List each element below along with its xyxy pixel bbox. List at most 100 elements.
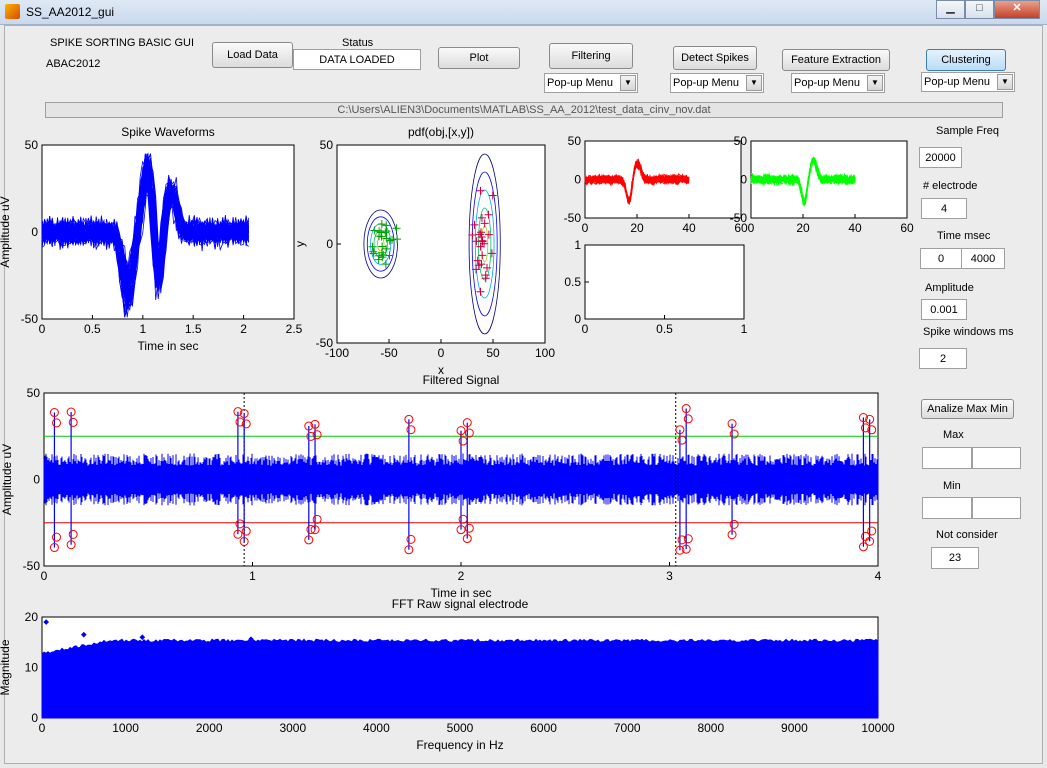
- feature-popup[interactable]: Pop-up Menu ▼: [791, 73, 885, 93]
- spike-peak: [66, 407, 76, 417]
- cluster-point: [382, 227, 391, 236]
- minimize-button[interactable]: ▁: [936, 0, 965, 19]
- x-tick-label: 60: [734, 221, 748, 235]
- feature-extraction-button[interactable]: Feature Extraction: [782, 49, 890, 71]
- spike-trough: [456, 525, 466, 535]
- cluster-point: [468, 231, 477, 240]
- y-tick-label: -50: [316, 336, 334, 350]
- y-tick-label: 1: [574, 238, 581, 252]
- spike-peak: [456, 426, 466, 436]
- x-tick-label: 6000: [530, 721, 557, 735]
- close-button[interactable]: ✕: [994, 0, 1040, 19]
- density-contour: [363, 209, 398, 279]
- spike-peak: [858, 413, 868, 423]
- x-tick-label: 0.5: [84, 322, 101, 336]
- matlab-icon: [5, 4, 20, 19]
- cluster-point: [368, 242, 377, 251]
- x-tick-label: 9000: [781, 721, 808, 735]
- cluster-point: [382, 234, 391, 243]
- y-tick-label: 0: [31, 225, 38, 239]
- y-tick-label: 0: [33, 473, 40, 487]
- clustering-button[interactable]: Clustering: [926, 49, 1006, 71]
- cluster-point: [377, 220, 386, 229]
- detect-popup[interactable]: Pop-up Menu ▼: [670, 73, 764, 93]
- cluster-point: [478, 237, 487, 246]
- cluster-point: [483, 263, 492, 272]
- max-input-b[interactable]: [972, 447, 1021, 469]
- cluster-point: [393, 235, 402, 244]
- y-tick-label: 50: [25, 138, 39, 152]
- spike-peak: [312, 430, 322, 440]
- spike-trough: [867, 526, 877, 536]
- cluster-point: [369, 249, 378, 258]
- dropdown-arrow-icon[interactable]: ▼: [746, 75, 762, 91]
- spike-peak: [239, 409, 249, 419]
- x-tick-label: 1.5: [185, 322, 202, 336]
- x-tick-label: -100: [325, 346, 349, 360]
- x-tick-label: 0.5: [656, 322, 673, 336]
- min-input-b[interactable]: [972, 497, 1021, 519]
- spike-trough: [233, 529, 243, 539]
- cluster-waveform: [750, 158, 856, 205]
- filtering-popup[interactable]: Pop-up Menu ▼: [544, 73, 638, 93]
- y-tick-label: 10: [25, 661, 39, 675]
- x-tick-label: 7000: [614, 721, 641, 735]
- waveform-trace: [41, 164, 249, 306]
- spike-peak: [462, 418, 472, 428]
- not-consider-input[interactable]: 23: [931, 547, 979, 569]
- status-field: DATA LOADED: [293, 49, 421, 70]
- spike-trough: [858, 542, 868, 552]
- electrode-input[interactable]: 4: [921, 198, 967, 219]
- analize-max-min-button[interactable]: Analize Max Min: [921, 399, 1014, 419]
- cluster-waveform: [750, 156, 856, 204]
- chart-6: 0 1000 2000 3000 4000 5000 6000 7000 8000 9000 100…: [0, 597, 895, 752]
- amplitude-input[interactable]: 0.001: [921, 299, 967, 320]
- spike-trough: [49, 543, 59, 553]
- cluster-waveform: [584, 161, 690, 202]
- dropdown-arrow-icon[interactable]: ▼: [997, 74, 1013, 90]
- waveform-trace: [41, 174, 249, 296]
- waveform-trace: [41, 169, 249, 285]
- spike-trough: [406, 534, 416, 544]
- spike-trough: [675, 545, 685, 555]
- max-label: Max: [943, 429, 964, 441]
- spike-trough: [310, 525, 320, 535]
- cluster-point: [375, 227, 384, 236]
- detect-spikes-button[interactable]: Detect Spikes: [673, 46, 757, 70]
- y-tick-label: 0: [574, 173, 581, 187]
- spike-peak: [310, 419, 320, 429]
- max-input-a[interactable]: [922, 447, 972, 469]
- maximize-button[interactable]: □: [965, 0, 994, 19]
- dropdown-arrow-icon[interactable]: ▼: [620, 75, 636, 91]
- load-data-button[interactable]: Load Data: [212, 42, 293, 68]
- spike-window-input[interactable]: 2: [919, 348, 967, 369]
- cluster-point: [473, 256, 482, 265]
- min-input-a[interactable]: [922, 497, 972, 519]
- window-title: SS_AA2012_gui: [26, 5, 115, 19]
- y-tick-label: 0: [326, 237, 333, 251]
- density-contour: [474, 189, 495, 299]
- y-axis-label: y: [293, 241, 307, 247]
- x-tick-label: 0: [41, 569, 48, 583]
- x-tick-label: 0: [39, 322, 46, 336]
- spike-peak: [675, 425, 685, 435]
- spike-trough: [727, 530, 737, 540]
- y-tick-label: 50: [27, 386, 41, 400]
- y-tick-label: 50: [320, 138, 334, 152]
- sample-freq-input[interactable]: 20000: [919, 147, 962, 168]
- filtering-button[interactable]: Filtering: [549, 43, 633, 69]
- time-end-input[interactable]: 4000: [961, 248, 1005, 269]
- spike-trough: [462, 534, 472, 544]
- spike-peak: [464, 428, 474, 438]
- clustering-popup[interactable]: Pop-up Menu ▼: [921, 72, 1015, 92]
- x-tick-label: 40: [682, 221, 696, 235]
- plot-button[interactable]: Plot: [438, 47, 520, 69]
- dropdown-arrow-icon[interactable]: ▼: [867, 75, 883, 91]
- spike-trough: [241, 526, 251, 536]
- status-label: Status: [342, 37, 374, 49]
- y-tick-label: 0: [740, 173, 747, 187]
- x-tick-label: 40: [848, 221, 862, 235]
